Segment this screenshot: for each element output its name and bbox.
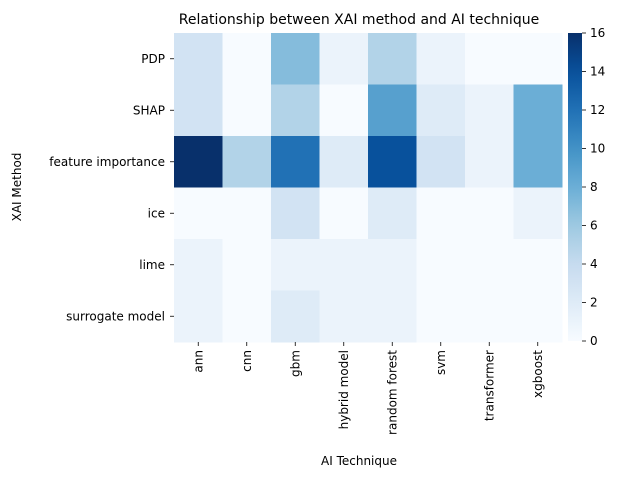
heatmap-cell <box>416 187 466 240</box>
heatmap-cell <box>174 33 223 85</box>
x-tick-label: cnn <box>240 350 254 372</box>
heatmap-cell <box>416 136 466 188</box>
heatmap-cell <box>319 290 369 343</box>
heatmap-cell <box>174 290 223 343</box>
heatmap-cell <box>368 84 417 137</box>
x-tick-label: random forest <box>385 350 399 435</box>
colorbar-tick-label: 4 <box>590 257 598 271</box>
heatmap-cell <box>368 33 417 85</box>
heatmap-cell <box>174 84 223 137</box>
colorbar-ticks: 0 2 4 6 8 10 12 14 16 <box>582 26 605 348</box>
heatmap-cell <box>174 136 223 188</box>
heatmap-cell <box>513 290 563 343</box>
x-tick-label: svm <box>434 350 448 375</box>
heatmap-cells <box>174 33 563 343</box>
y-tick-label: lime <box>139 258 165 272</box>
heatmap-cell <box>465 187 514 240</box>
colorbar-tick-label: 14 <box>590 65 605 79</box>
heatmap-cell <box>222 84 272 137</box>
y-tick-label: feature importance <box>49 155 165 169</box>
heatmap-cell <box>222 239 272 291</box>
colorbar-tick-label: 2 <box>590 296 598 310</box>
heatmap-cell <box>465 33 514 85</box>
heatmap-cell <box>271 239 320 291</box>
colorbar <box>568 33 582 341</box>
x-tick-label: transformer <box>482 350 496 421</box>
colorbar-tick-label: 12 <box>590 103 605 117</box>
heatmap-cell <box>319 136 369 188</box>
x-tick-label: xgboost <box>531 350 545 398</box>
heatmap-cell <box>174 239 223 291</box>
x-axis-ticks: ann cnn gbm hybrid model random forest svm tra… <box>191 342 545 435</box>
x-axis-label: AI Technique <box>321 454 397 468</box>
heatmap-cell <box>513 136 563 188</box>
heatmap-cell <box>368 290 417 343</box>
heatmap-cell <box>368 187 417 240</box>
chart-title: Relationship between XAI method and AI t… <box>179 12 539 28</box>
heatmap-cell <box>319 33 369 85</box>
heatmap-cell <box>319 187 369 240</box>
heatmap-cell <box>416 33 466 85</box>
y-tick-label: ice <box>148 206 165 220</box>
y-axis-label: XAI Method <box>10 153 24 222</box>
heatmap-cell <box>174 187 223 240</box>
heatmap-cell <box>271 33 320 85</box>
x-tick-label: gbm <box>288 350 302 377</box>
heatmap-cell <box>271 84 320 137</box>
heatmap-cell <box>416 290 466 343</box>
heatmap-cell <box>319 239 369 291</box>
x-tick-label: ann <box>191 350 205 373</box>
colorbar-tick-label: 10 <box>590 142 605 156</box>
colorbar-tick-label: 8 <box>590 180 598 194</box>
heatmap-cell <box>319 84 369 137</box>
heatmap-cell <box>513 187 563 240</box>
heatmap-cell <box>368 136 417 188</box>
heatmap-cell <box>222 33 272 85</box>
heatmap-cell <box>416 239 466 291</box>
y-tick-label: SHAP <box>133 103 165 117</box>
heatmap-cell <box>222 187 272 240</box>
heatmap-cell <box>513 239 563 291</box>
y-tick-label: PDP <box>141 52 165 66</box>
heatmap-cell <box>465 84 514 137</box>
y-tick-label: surrogate model <box>66 309 165 323</box>
colorbar-tick-label: 16 <box>590 26 605 40</box>
heatmap-cell <box>271 290 320 343</box>
heatmap-cell <box>513 84 563 137</box>
heatmap-cell <box>271 187 320 240</box>
heatmap-cell <box>271 136 320 188</box>
heatmap-cell <box>465 136 514 188</box>
colorbar-tick-label: 6 <box>590 219 598 233</box>
heatmap-cell <box>465 290 514 343</box>
colorbar-tick-label: 0 <box>590 334 598 348</box>
heatmap-cell <box>513 33 563 85</box>
x-tick-label: hybrid model <box>337 350 351 429</box>
heatmap-cell <box>222 290 272 343</box>
heatmap-cell <box>416 84 466 137</box>
heatmap-cell <box>368 239 417 291</box>
heatmap-cell <box>222 136 272 188</box>
y-axis-ticks: PDP SHAP feature importance ice lime surrogat… <box>49 52 174 323</box>
heatmap-cell <box>465 239 514 291</box>
